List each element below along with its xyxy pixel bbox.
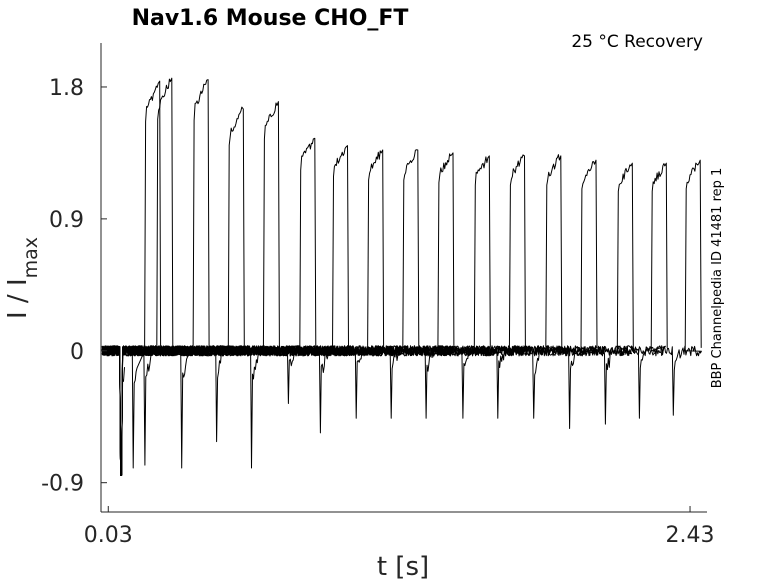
chart-subtitle: 25 °C Recovery — [571, 32, 703, 52]
y-tick-label: -0.9 — [41, 472, 84, 497]
axes — [100, 43, 707, 513]
y-axis-label-main: I / I — [3, 278, 33, 319]
y-axis-label: I / Imax — [3, 237, 42, 319]
ticks: 0.03 2.43 1.8 0.9 0 -0.9 — [41, 76, 714, 548]
x-tick-label: 0.03 — [84, 523, 133, 548]
y-axis-label-sub: max — [20, 237, 42, 278]
y-tick-label: 1.8 — [49, 76, 84, 101]
y-tick-label: 0.9 — [49, 208, 84, 233]
y-tick-label: 0 — [70, 340, 84, 365]
series-line — [101, 159, 702, 476]
x-axis-label: t [s] — [377, 552, 429, 582]
side-note: BBP Channelpedia ID 41481 rep 1 — [710, 168, 725, 389]
traces — [101, 77, 702, 476]
x-tick-label: 2.43 — [666, 523, 715, 548]
chart-title: Nav1.6 Mouse CHO_FT — [132, 6, 409, 31]
